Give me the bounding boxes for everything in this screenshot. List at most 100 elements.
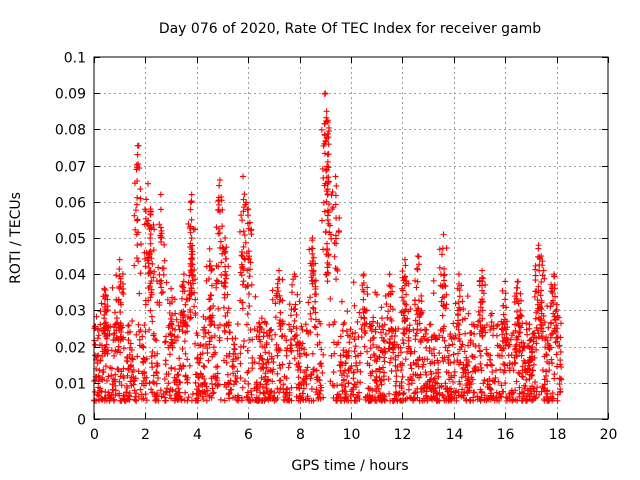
data-point — [245, 206, 252, 213]
data-point — [141, 322, 148, 329]
data-point — [135, 393, 142, 400]
data-point — [320, 246, 327, 253]
data-point — [309, 250, 316, 257]
data-point — [309, 237, 316, 244]
data-point — [550, 300, 557, 307]
data-point — [325, 261, 332, 268]
data-point — [508, 352, 515, 359]
data-point — [162, 338, 169, 345]
data-point — [180, 278, 187, 285]
data-point — [523, 320, 530, 327]
data-point — [248, 391, 255, 398]
data-point — [545, 345, 552, 352]
data-point — [239, 281, 246, 288]
data-point — [387, 290, 394, 297]
data-point — [403, 327, 410, 334]
data-point — [182, 350, 189, 357]
data-point — [180, 362, 187, 369]
data-point — [386, 339, 393, 346]
data-point — [401, 274, 408, 281]
data-point — [518, 352, 525, 359]
data-point — [376, 374, 383, 381]
data-point — [401, 330, 408, 337]
data-point — [332, 192, 339, 199]
data-point — [463, 357, 470, 364]
data-point — [332, 265, 339, 272]
data-point — [236, 228, 243, 235]
data-point — [220, 245, 227, 252]
data-point — [264, 332, 271, 339]
data-point — [204, 345, 211, 352]
data-point — [140, 377, 147, 384]
data-point — [187, 240, 194, 247]
data-point — [135, 368, 142, 375]
data-point — [344, 308, 351, 315]
data-point — [296, 345, 303, 352]
data-point — [352, 353, 359, 360]
data-point — [257, 338, 264, 345]
data-point — [557, 348, 564, 355]
data-point — [335, 229, 342, 236]
data-point — [102, 363, 109, 370]
data-point — [125, 366, 132, 373]
data-point — [440, 231, 447, 238]
data-point — [324, 264, 331, 271]
data-point — [532, 288, 539, 295]
data-point — [261, 319, 268, 326]
data-point — [206, 258, 213, 265]
data-point — [452, 389, 459, 396]
data-point — [384, 314, 391, 321]
data-point — [451, 359, 458, 366]
data-point — [208, 375, 215, 382]
data-point — [210, 389, 217, 396]
data-point — [298, 323, 305, 330]
data-point — [228, 386, 235, 393]
data-point — [556, 342, 563, 349]
data-point — [513, 378, 520, 385]
data-point — [526, 325, 533, 332]
data-point — [373, 373, 380, 380]
data-point — [414, 321, 421, 328]
data-point — [378, 304, 385, 311]
data-point — [441, 293, 448, 300]
data-point — [513, 290, 520, 297]
data-point — [448, 335, 455, 342]
data-point — [423, 344, 430, 351]
data-point — [293, 393, 300, 400]
data-point — [436, 350, 443, 357]
data-point — [249, 354, 256, 361]
data-point — [220, 304, 227, 311]
data-point — [131, 212, 138, 219]
data-point — [285, 364, 292, 371]
data-point — [324, 216, 331, 223]
data-point — [354, 393, 361, 400]
data-point — [412, 277, 419, 284]
data-point — [534, 307, 541, 314]
data-point — [534, 384, 541, 391]
data-point — [379, 315, 385, 322]
data-point — [91, 397, 98, 404]
data-point — [558, 376, 565, 383]
data-point — [282, 393, 289, 400]
data-point — [414, 326, 421, 333]
data-point — [368, 327, 375, 334]
data-point — [526, 375, 533, 382]
data-point — [275, 288, 282, 295]
data-point — [534, 327, 541, 334]
data-point — [372, 397, 379, 404]
data-point — [533, 335, 540, 342]
data-point — [293, 325, 300, 332]
data-point — [179, 345, 186, 352]
data-point — [430, 376, 437, 383]
data-point — [353, 360, 360, 367]
data-point — [127, 340, 134, 347]
data-point — [558, 364, 565, 371]
data-point — [310, 305, 317, 312]
data-point — [348, 363, 355, 370]
data-point — [537, 315, 544, 322]
data-point — [327, 295, 334, 302]
data-point — [467, 337, 474, 344]
data-point — [147, 235, 154, 242]
data-point — [381, 354, 388, 361]
data-point — [237, 360, 244, 367]
